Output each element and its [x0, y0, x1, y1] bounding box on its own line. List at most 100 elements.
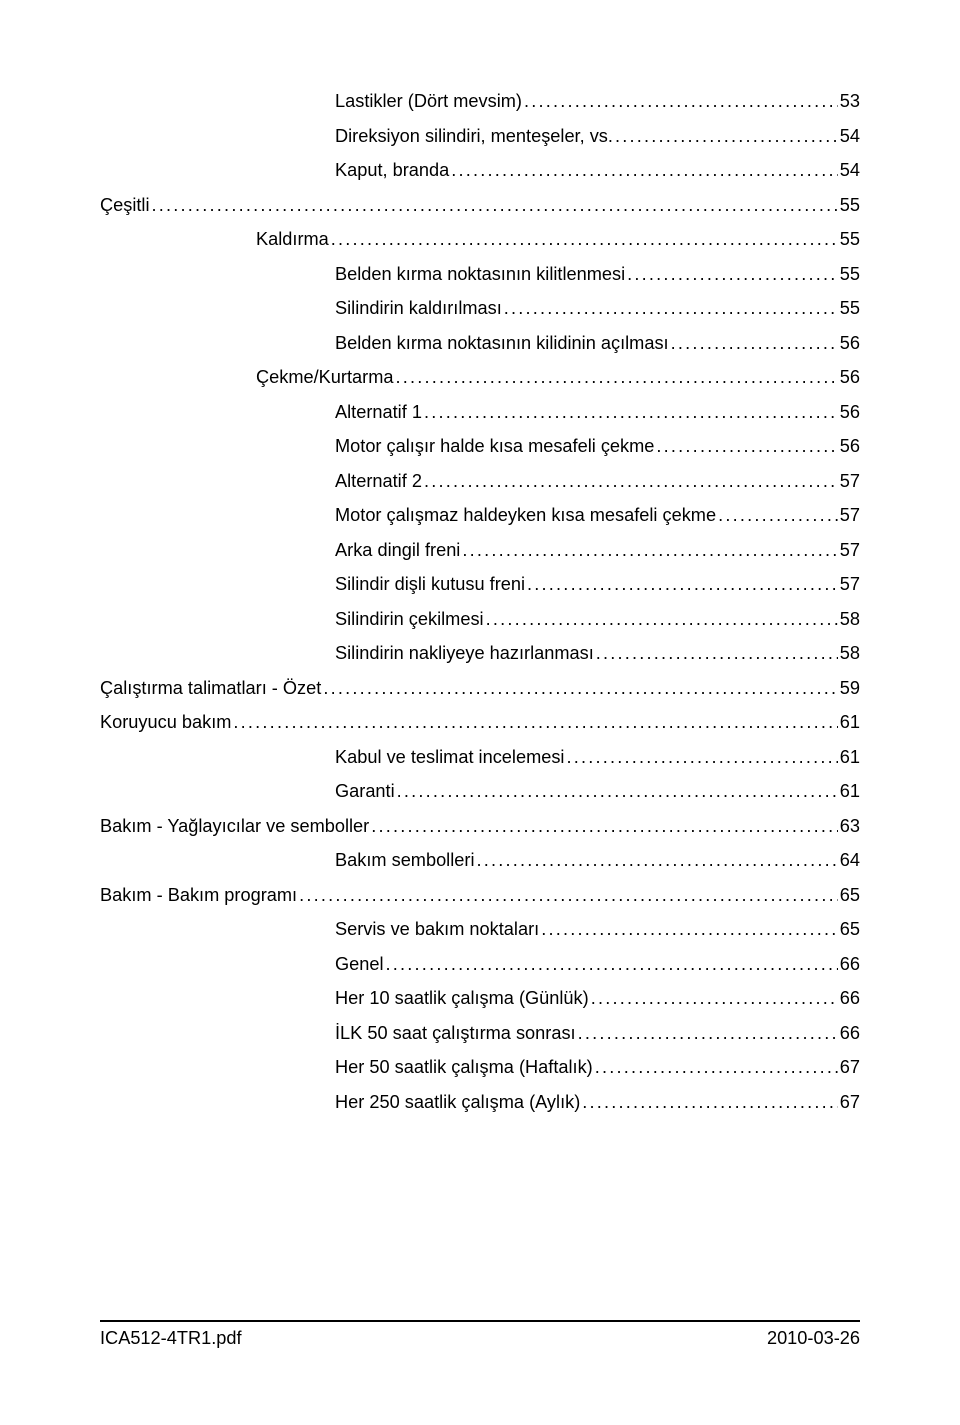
- toc-entry[interactable]: Kabul ve teslimat incelemesi 61: [100, 748, 860, 766]
- toc-entry[interactable]: Çeşitli 55: [100, 196, 860, 214]
- table-of-contents: Lastikler (Dört mevsim) 53 Direksiyon sil…: [100, 92, 860, 1111]
- toc-entry[interactable]: Garanti 61: [100, 782, 860, 800]
- toc-entry-page: 66: [840, 1024, 860, 1042]
- toc-entry-label: Çekme/Kurtarma: [256, 368, 393, 386]
- toc-leader-dots: [718, 506, 838, 524]
- toc-entry[interactable]: Kaldırma 55: [100, 230, 860, 248]
- toc-entry-label: Motor çalışmaz haldeyken kısa mesafeli ç…: [335, 506, 716, 524]
- toc-entry-page: 57: [840, 575, 860, 593]
- toc-leader-dots: [541, 920, 838, 938]
- toc-leader-dots: [424, 472, 838, 490]
- toc-leader-dots: [596, 644, 838, 662]
- toc-entry-page: 63: [840, 817, 860, 835]
- toc-entry-page: 61: [840, 713, 860, 731]
- toc-entry[interactable]: Bakım sembolleri 64: [100, 851, 860, 869]
- toc-entry-page: 58: [840, 610, 860, 628]
- toc-entry-label: Lastikler (Dört mevsim): [335, 92, 522, 110]
- toc-leader-dots: [323, 679, 837, 697]
- toc-entry[interactable]: Silindir dişli kutusu freni 57: [100, 575, 860, 593]
- toc-entry-page: 66: [840, 955, 860, 973]
- toc-entry-page: 56: [840, 334, 860, 352]
- toc-entry-page: 61: [840, 748, 860, 766]
- toc-entry[interactable]: Lastikler (Dört mevsim) 53: [100, 92, 860, 110]
- toc-leader-dots: [582, 1093, 837, 1111]
- toc-entry[interactable]: Belden kırma noktasının kilitlenmesi 55: [100, 265, 860, 283]
- toc-leader-dots: [627, 265, 838, 283]
- toc-leader-dots: [462, 541, 837, 559]
- toc-entry-label: Kaput, branda: [335, 161, 449, 179]
- toc-leader-dots: [395, 368, 837, 386]
- toc-entry-label: Çalıştırma talimatları - Özet: [100, 679, 321, 697]
- toc-entry-label: Koruyucu bakım: [100, 713, 231, 731]
- toc-entry-page: 56: [840, 437, 860, 455]
- toc-entry-page: 54: [840, 127, 860, 145]
- toc-entry-label: Kaldırma: [256, 230, 329, 248]
- toc-entry-label: Her 50 saatlik çalışma (Haftalık): [335, 1058, 593, 1076]
- footer-row: ICA512-4TR1.pdf 2010-03-26: [100, 1328, 860, 1349]
- toc-entry[interactable]: Genel 66: [100, 955, 860, 973]
- toc-entry[interactable]: Her 50 saatlik çalışma (Haftalık) 67: [100, 1058, 860, 1076]
- toc-entry-label: Alternatif 2: [335, 472, 422, 490]
- toc-entry-page: 66: [840, 989, 860, 1007]
- toc-entry-label: Silindirin çekilmesi: [335, 610, 484, 628]
- toc-entry-label: Silindir dişli kutusu freni: [335, 575, 525, 593]
- toc-entry-page: 67: [840, 1093, 860, 1111]
- toc-entry[interactable]: İLK 50 saat çalıştırma sonrası 66: [100, 1024, 860, 1042]
- toc-entry-label: Her 10 saatlik çalışma (Günlük): [335, 989, 589, 1007]
- toc-entry[interactable]: Direksiyon silindiri, menteşeler, vs. 54: [100, 127, 860, 145]
- toc-entry[interactable]: Servis ve bakım noktaları 65: [100, 920, 860, 938]
- toc-entry[interactable]: Motor çalışır halde kısa mesafeli çekme …: [100, 437, 860, 455]
- toc-entry-page: 65: [840, 920, 860, 938]
- toc-entry-page: 58: [840, 644, 860, 662]
- toc-entry[interactable]: Çekme/Kurtarma 56: [100, 368, 860, 386]
- toc-entry-page: 65: [840, 886, 860, 904]
- toc-entry-label: Çeşitli: [100, 196, 150, 214]
- toc-leader-dots: [451, 161, 837, 179]
- toc-leader-dots: [233, 713, 837, 731]
- toc-leader-dots: [424, 403, 838, 421]
- toc-entry[interactable]: Motor çalışmaz haldeyken kısa mesafeli ç…: [100, 506, 860, 524]
- toc-entry[interactable]: Silindirin nakliyeye hazırlanması 58: [100, 644, 860, 662]
- toc-entry[interactable]: Alternatif 2 57: [100, 472, 860, 490]
- toc-entry[interactable]: Koruyucu bakım 61: [100, 713, 860, 731]
- page: Lastikler (Dört mevsim) 53 Direksiyon sil…: [0, 0, 960, 1425]
- toc-entry-page: 55: [840, 230, 860, 248]
- toc-entry[interactable]: Çalıştırma talimatları - Özet 59: [100, 679, 860, 697]
- toc-entry-label: Bakım - Yağlayıcılar ve semboller: [100, 817, 369, 835]
- toc-entry-label: Genel: [335, 955, 384, 973]
- toc-leader-dots: [331, 230, 838, 248]
- toc-leader-dots: [397, 782, 838, 800]
- toc-entry-label: Direksiyon silindiri, menteşeler, vs.: [335, 127, 613, 145]
- toc-entry[interactable]: Silindirin çekilmesi 58: [100, 610, 860, 628]
- toc-entry[interactable]: Bakım - Yağlayıcılar ve semboller 63: [100, 817, 860, 835]
- toc-entry-label: Kabul ve teslimat incelemesi: [335, 748, 564, 766]
- toc-entry[interactable]: Silindirin kaldırılması 55: [100, 299, 860, 317]
- toc-entry[interactable]: Alternatif 1 56: [100, 403, 860, 421]
- footer-rule: [100, 1320, 860, 1322]
- toc-entry[interactable]: Her 250 saatlik çalışma (Aylık) 67: [100, 1093, 860, 1111]
- toc-entry[interactable]: Arka dingil freni 57: [100, 541, 860, 559]
- toc-entry-page: 57: [840, 506, 860, 524]
- toc-entry-page: 56: [840, 403, 860, 421]
- toc-entry-label: Belden kırma noktasının kilidinin açılma…: [335, 334, 669, 352]
- toc-entry-page: 53: [840, 92, 860, 110]
- toc-entry[interactable]: Belden kırma noktasının kilidinin açılma…: [100, 334, 860, 352]
- toc-entry[interactable]: Kaput, branda 54: [100, 161, 860, 179]
- toc-leader-dots: [386, 955, 838, 973]
- page-footer: ICA512-4TR1.pdf 2010-03-26: [100, 1320, 860, 1349]
- toc-leader-dots: [566, 748, 837, 766]
- toc-entry-page: 64: [840, 851, 860, 869]
- toc-entry-page: 57: [840, 541, 860, 559]
- toc-leader-dots: [527, 575, 838, 593]
- toc-entry-page: 55: [840, 196, 860, 214]
- toc-entry-label: Belden kırma noktasının kilitlenmesi: [335, 265, 625, 283]
- toc-entry-page: 61: [840, 782, 860, 800]
- toc-entry-label: Garanti: [335, 782, 395, 800]
- toc-leader-dots: [504, 299, 838, 317]
- toc-entry[interactable]: Bakım - Bakım programı 65: [100, 886, 860, 904]
- toc-leader-dots: [524, 92, 838, 110]
- toc-entry-label: Silindirin nakliyeye hazırlanması: [335, 644, 594, 662]
- toc-entry-label: Motor çalışır halde kısa mesafeli çekme: [335, 437, 654, 455]
- toc-entry[interactable]: Her 10 saatlik çalışma (Günlük) 66: [100, 989, 860, 1007]
- toc-entry-page: 54: [840, 161, 860, 179]
